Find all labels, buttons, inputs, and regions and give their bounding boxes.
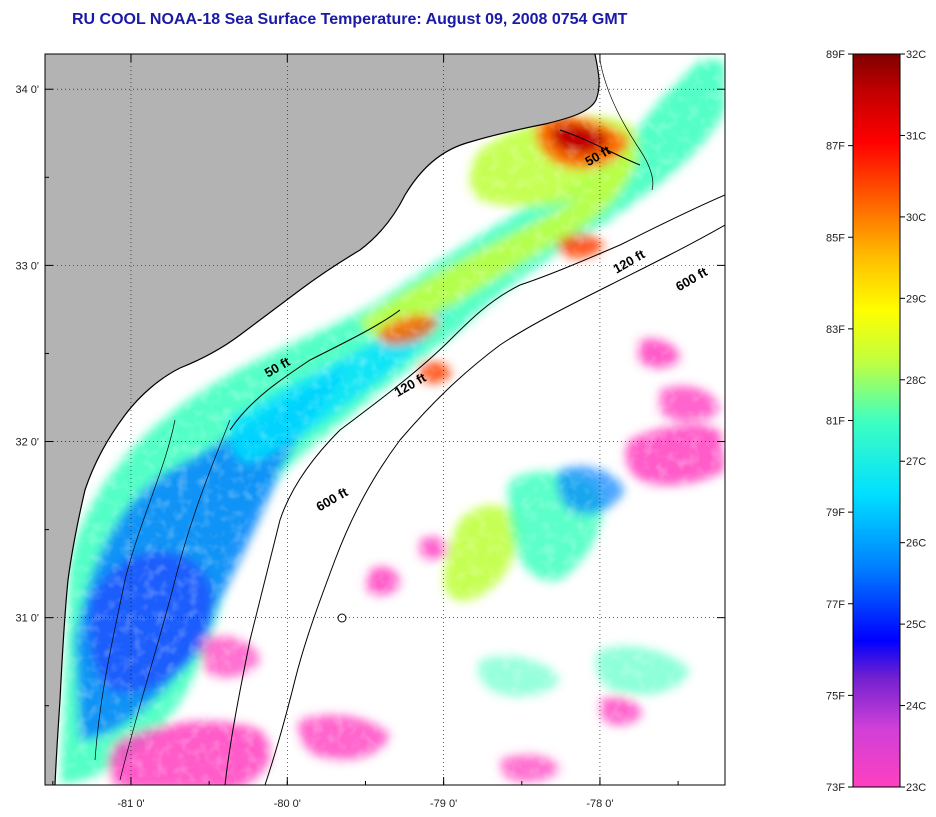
colorbar-f-label: 85F <box>826 232 845 244</box>
lat-tick-label: 34 0' <box>15 84 39 96</box>
lon-tick-label: -81 0' <box>117 798 144 810</box>
colorbar-c-label: 30C <box>906 212 926 224</box>
depth-contour-120ft <box>224 194 725 785</box>
lat-tick-label: 32 0' <box>15 437 39 449</box>
colorbar: 73F 75F 77F 79F 81F 83F 85F 87F 89F 23C 24C 25C 26C… <box>826 49 926 794</box>
colorbar-c-label: 32C <box>906 49 926 61</box>
lon-tick-label: -79 0' <box>430 798 457 810</box>
colorbar-c-label: 24C <box>906 701 926 713</box>
colorbar-f-label: 89F <box>826 49 845 61</box>
lon-tick-label: -78 0' <box>586 798 613 810</box>
colorbar-c-label: 29C <box>906 293 926 305</box>
colorbar-f-label: 77F <box>826 599 845 611</box>
colorbar-scale <box>852 53 901 788</box>
coastline <box>54 54 600 785</box>
colorbar-c-label: 26C <box>906 538 926 550</box>
depth-contour-50ft <box>229 129 641 431</box>
lat-tick-label: 31 0' <box>15 613 39 625</box>
colorbar-f-label: 87F <box>826 141 845 153</box>
graticule <box>45 54 725 785</box>
colorbar-f-label: 83F <box>826 324 845 336</box>
colorbar-f-label: 79F <box>826 507 845 519</box>
colorbar-c-label: 23C <box>906 782 926 794</box>
map-plot-area <box>45 54 725 785</box>
map-frame <box>44 53 726 786</box>
colorbar-c-label: 31C <box>906 130 926 142</box>
colorbar-fahrenheit-labels: 73F 75F 77F 79F 81F 83F 85F 87F 89F <box>826 49 853 794</box>
colorbar-c-label: 28C <box>906 375 926 387</box>
map-title: RU COOL NOAA-18 Sea Surface Temperature:… <box>72 11 628 28</box>
colorbar-f-label: 75F <box>826 690 845 702</box>
colorbar-c-label: 25C <box>906 619 926 631</box>
land-mass <box>45 54 600 785</box>
colorbar-c-label: 27C <box>906 456 926 468</box>
colorbar-f-label: 81F <box>826 416 845 428</box>
depth-contour-600ft <box>264 224 725 785</box>
colorbar-celsius-labels: 23C 24C 25C 26C 27C 28C 29C 30C 31C 32C <box>900 49 926 794</box>
lon-tick-label: -80 0' <box>274 798 301 810</box>
map-axes: -81 0' -80 0' -79 0' -78 0' 34 0' 33 0' 32 0' 3… <box>15 54 725 810</box>
colorbar-f-label: 73F <box>826 782 845 794</box>
lat-tick-label: 33 0' <box>15 260 39 272</box>
